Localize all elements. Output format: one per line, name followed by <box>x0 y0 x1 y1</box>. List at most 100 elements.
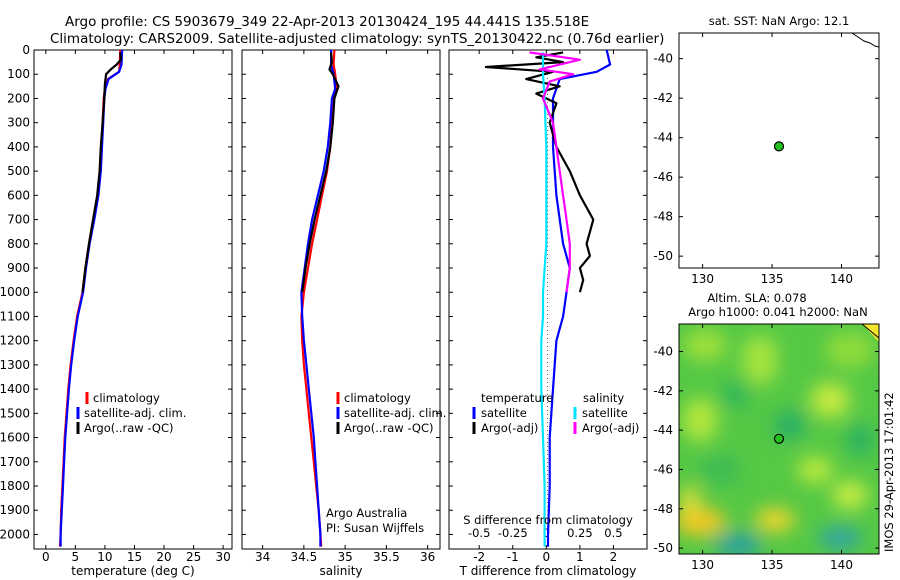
series-line-t-argo-adj <box>484 51 595 293</box>
temperature-ticks: 0 5 10 15 20 25 300100200300400500600700800900… <box>0 43 232 564</box>
imos-timestamp-label: IMOS 29-Apr-2013 17:01:42 <box>882 392 896 552</box>
y-tick-label: 900 <box>7 261 30 275</box>
y-tick-label: 1800 <box>0 479 30 493</box>
x-tick-label: 35 <box>337 550 352 564</box>
sla-map-coastline <box>861 324 879 339</box>
sst-map-points <box>773 141 785 152</box>
series-line-s-argo-adj <box>529 51 582 293</box>
sla-blob <box>825 332 875 368</box>
x-top-tick-label: 0.25 <box>567 526 593 540</box>
x-tick-label: 25 <box>186 550 201 564</box>
temperature-lines <box>58 50 124 547</box>
map-y-tick-label: -50 <box>653 249 673 263</box>
map-x-tick-label: 130 <box>691 272 714 286</box>
x-tick-label: -2 <box>473 550 485 564</box>
salinity-legend-satellite: satellite-adj. clim. <box>344 406 446 420</box>
map-y-tick-label: -46 <box>653 170 673 184</box>
map-y-tick-label: -42 <box>653 91 673 105</box>
argo-float-marker <box>773 433 785 444</box>
y-tick-label: 100 <box>7 67 30 81</box>
x-tick-label: 20 <box>156 550 171 564</box>
difference-xlabel-top: S difference from climatology <box>463 513 633 527</box>
y-tick-label: 600 <box>7 188 30 202</box>
difference-plot-frame <box>448 49 648 550</box>
salinity-note-argo-australia: Argo Australia <box>326 506 407 520</box>
map-y-tick-label: -42 <box>653 384 673 398</box>
x-tick-label: 5 <box>72 550 80 564</box>
title-line-1: Argo profile: CS 5903679_349 22-Apr-2013… <box>65 14 589 30</box>
y-tick-label: 500 <box>7 164 30 178</box>
salinity-lines <box>300 50 340 547</box>
sla-blob <box>810 382 850 418</box>
map-x-tick-label: 130 <box>691 558 714 572</box>
temperature-legend: climatology satellite-adj. clim. Argo(..… <box>76 391 186 435</box>
y-tick-label: 1600 <box>0 431 30 445</box>
sla-blob <box>683 329 727 361</box>
sla-blob <box>797 456 833 484</box>
map-y-tick-label: -40 <box>653 52 673 66</box>
series-line-argo-raw-qc <box>301 52 340 293</box>
x-top-tick-label: -0.25 <box>498 526 528 540</box>
map-y-tick-label: -44 <box>653 423 673 437</box>
y-tick-label: 400 <box>7 140 30 154</box>
map-y-tick-label: -50 <box>653 541 673 555</box>
y-tick-label: 1100 <box>0 309 30 323</box>
sla-blob <box>742 335 778 385</box>
sla-map-frame <box>678 323 880 555</box>
map-x-tick-label: 135 <box>761 272 784 286</box>
sla-map-corner-yellow <box>862 324 879 342</box>
difference-legend-t-satellite: satellite <box>481 406 527 420</box>
x-tick-label: 36 <box>420 550 435 564</box>
x-tick-label: 30 <box>215 550 230 564</box>
salinity-ticks: 34 34.5 35 35.5 36 <box>242 49 440 564</box>
x-tick-label: 1 <box>576 550 584 564</box>
y-tick-label: 0 <box>22 43 30 57</box>
salinity-plot-frame <box>241 49 441 550</box>
y-tick-label: 1900 <box>0 503 30 517</box>
x-tick-label: 35.5 <box>373 550 400 564</box>
map-y-tick-label: -46 <box>653 462 673 476</box>
difference-panel: -2 -1 0 1 2 -0.5 -0.25 0 0.25 0.5 T difference fr… <box>448 49 648 578</box>
map-y-tick-label: -48 <box>653 210 673 224</box>
sla-blob <box>755 508 795 532</box>
difference-legend-t-argo: Argo(-adj) <box>481 421 538 435</box>
temperature-plot-frame <box>33 49 233 550</box>
map-x-tick-label: 140 <box>830 272 853 286</box>
sla-map-points <box>773 433 785 444</box>
sst-map-title: sat. SST: NaN Argo: 12.1 <box>709 14 850 28</box>
sla-blob <box>680 486 700 514</box>
salinity-panel: 34 34.5 35 35.5 36 salinity climatology sate… <box>241 49 446 578</box>
sla-map-panel: Altim. SLA: 0.078 Argo h1000: 0.041 h200… <box>653 291 880 572</box>
sla-map-blobs <box>679 329 875 554</box>
sla-blob <box>832 481 868 509</box>
sla-blob <box>682 398 718 442</box>
argo-float-marker <box>773 141 785 152</box>
x-tick-label: -1 <box>507 550 519 564</box>
series-line-s-satellite <box>540 52 548 547</box>
difference-legend-header-temperature: temperature <box>481 391 553 405</box>
x-tick-label: 10 <box>97 550 112 564</box>
x-tick-label: 15 <box>127 550 142 564</box>
x-tick-label: 34 <box>255 550 270 564</box>
temperature-xlabel: temperature (deg C) <box>71 564 194 578</box>
temperature-legend-climatology: climatology <box>93 391 160 405</box>
sla-map-subtitle: Argo h1000: 0.041 h2000: NaN <box>688 305 867 319</box>
difference-legend: temperature salinity satellite Argo(-adj… <box>472 391 639 435</box>
temperature-legend-satellite: satellite-adj. clim. <box>84 406 186 420</box>
difference-legend-s-argo: Argo(-adj) <box>582 421 639 435</box>
difference-ticks: -2 -1 0 1 2 -0.5 -0.25 0 0.25 0.5 <box>449 49 647 564</box>
y-tick-label: 300 <box>7 116 30 130</box>
sla-blob <box>679 508 726 536</box>
salinity-legend-argo: Argo(..raw -QC) <box>344 421 434 435</box>
difference-legend-header-salinity: salinity <box>583 391 624 405</box>
y-tick-label: 1700 <box>0 455 30 469</box>
salinity-legend: climatology satellite-adj. clim. Argo(..… <box>336 391 446 435</box>
sla-blob <box>714 533 762 554</box>
sla-blob <box>846 424 874 456</box>
sla-map-ticks: 130 135 140 -40 -42 -44 -46 -48 -50 <box>653 324 879 572</box>
temperature-legend-argo: Argo(..raw -QC) <box>84 421 174 435</box>
x-tick-label: 0 <box>42 550 50 564</box>
y-tick-label: 1400 <box>0 382 30 396</box>
sst-map-coastline <box>851 33 879 48</box>
